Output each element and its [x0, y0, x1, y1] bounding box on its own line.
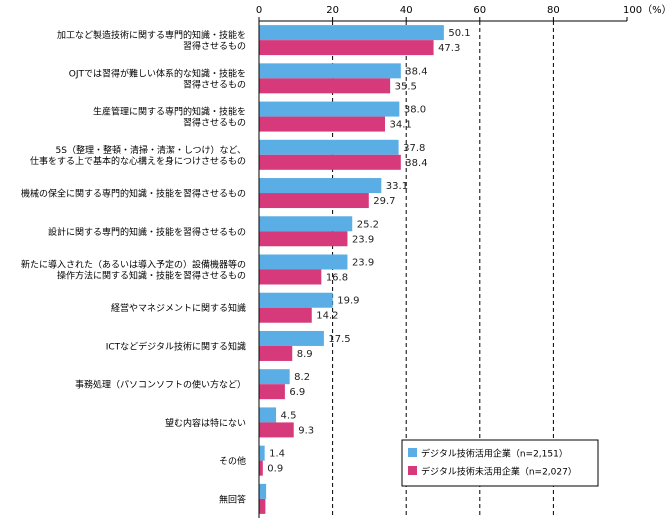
bar-dx-nonuser	[259, 384, 285, 400]
x-tick-label: 80	[547, 5, 560, 16]
bar-dx-user	[259, 292, 333, 308]
x-tick-label: 0	[256, 5, 262, 16]
data-label: 17.5	[328, 334, 350, 345]
data-label: 4.5	[281, 410, 297, 421]
data-label: 23.9	[352, 234, 374, 245]
bar-dx-nonuser	[259, 78, 391, 94]
category-label: 生産管理に関する専門的知識・技能を	[93, 106, 246, 118]
category-label: 無回答	[219, 493, 246, 505]
bar-dx-user	[259, 101, 400, 117]
data-label: 38.4	[405, 158, 427, 169]
bar-dx-user	[259, 254, 348, 270]
data-label: 34.1	[389, 120, 411, 131]
bar-dx-nonuser	[259, 498, 266, 514]
bar-dx-user	[259, 369, 290, 385]
category-label: 事務処理（パソコンソフトの使い方など）	[75, 379, 246, 391]
x-tick-label: 60	[473, 5, 486, 16]
data-label: 6.9	[289, 387, 305, 398]
bar-dx-user	[259, 63, 401, 79]
category-label: その他	[219, 455, 246, 467]
data-label: 25.2	[357, 219, 379, 230]
data-label: 0.9	[267, 464, 283, 475]
category-label: OJTでは習得が難しい体系的な知識・技能を	[69, 67, 246, 79]
data-label: 35.5	[395, 81, 417, 92]
category-label: 望む内容は特にない	[165, 417, 246, 429]
data-label: 8.2	[294, 372, 310, 383]
category-label: 5S（整理・整頓・清掃・清潔・しつけ）など、	[56, 144, 246, 156]
data-label: 37.8	[403, 143, 425, 154]
category-label: 新たに導入された（あるいは導入予定の）設備機器等の	[21, 258, 246, 270]
bar-dx-nonuser	[259, 231, 348, 247]
bar-dx-nonuser	[259, 307, 312, 323]
bar-dx-nonuser	[259, 460, 263, 476]
data-label: 50.1	[448, 28, 470, 39]
bar-dx-user	[259, 25, 444, 41]
x-unit-label: 100（%）	[623, 4, 669, 16]
data-label: 14.2	[316, 311, 338, 322]
x-tick-label: 40	[400, 5, 413, 16]
data-label: 29.7	[373, 196, 395, 207]
bar-dx-user	[259, 330, 324, 346]
data-label: 38.4	[405, 66, 427, 77]
category-label: 設計に関する専門的知識・技能を習得させるもの	[48, 226, 246, 238]
bar-dx-nonuser	[259, 116, 385, 132]
bar-dx-user	[259, 139, 399, 155]
data-label: 33.1	[386, 181, 408, 192]
bar-dx-nonuser	[259, 269, 322, 285]
category-label: 操作方法に関する知識・技能を習得させるもの	[57, 269, 246, 281]
bar-dx-user	[259, 178, 382, 194]
data-label: 23.9	[352, 257, 374, 268]
category-label: 加工など製造技術に関する専門的知識・技能を	[57, 29, 246, 41]
data-label: 1.4	[269, 449, 285, 460]
category-label: 習得させるもの	[183, 117, 246, 129]
bar-dx-nonuser	[259, 40, 434, 56]
bar-dx-nonuser	[259, 422, 294, 438]
category-label: 仕事をする上で基本的な心構えを身につけさせるもの	[30, 155, 246, 167]
bar-dx-nonuser	[259, 154, 401, 170]
legend-swatch	[408, 448, 417, 457]
category-label: ICTなどデジタル技術に関する知識	[106, 340, 246, 352]
bar-dx-nonuser	[259, 193, 369, 209]
legend-swatch	[408, 466, 417, 475]
data-label: 9.3	[298, 425, 314, 436]
data-label: 8.9	[297, 349, 313, 360]
bar-dx-nonuser	[259, 345, 293, 361]
data-label: 38.0	[404, 105, 426, 116]
category-label: 習得させるもの	[183, 40, 246, 52]
x-tick-label: 20	[326, 5, 339, 16]
category-label: 機械の保全に関する専門的知識・技能を習得させるもの	[21, 188, 246, 200]
legend-label: デジタル技術活用企業（n=2,151）	[421, 448, 568, 460]
bar-dx-user	[259, 407, 277, 423]
data-label: 19.9	[337, 296, 359, 307]
bar-dx-user	[259, 483, 267, 499]
bar-dx-user	[259, 216, 353, 232]
legend-box	[401, 439, 599, 487]
category-label: 経営やマネジメントに関する知識	[111, 302, 246, 314]
category-label: 習得させるもの	[183, 78, 246, 90]
bar-dx-user	[259, 445, 265, 461]
data-label: 47.3	[438, 43, 460, 54]
data-label: 16.8	[326, 272, 348, 283]
legend-label: デジタル技術未活用企業（n=2,027）	[421, 466, 577, 478]
